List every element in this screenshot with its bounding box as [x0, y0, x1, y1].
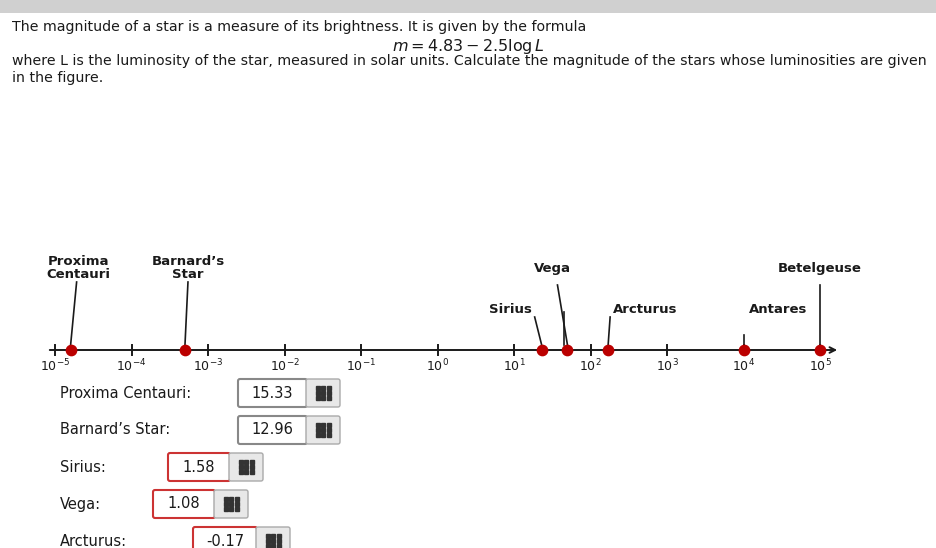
Text: -0.17: -0.17	[206, 534, 244, 548]
Text: where L is the luminosity of the star, measured in solar units. Calculate the ma: where L is the luminosity of the star, m…	[12, 54, 927, 68]
Text: 15.33: 15.33	[252, 385, 293, 401]
FancyBboxPatch shape	[168, 453, 230, 481]
FancyBboxPatch shape	[214, 490, 248, 518]
Text: $10^{-4}$: $10^{-4}$	[116, 358, 147, 375]
FancyBboxPatch shape	[238, 379, 307, 407]
Point	[178, 346, 193, 355]
Text: Proxima Centauri:: Proxima Centauri:	[60, 385, 191, 401]
Text: Antares: Antares	[749, 303, 807, 316]
Text: Betelgeuse: Betelgeuse	[778, 262, 862, 275]
Text: 1.08: 1.08	[168, 496, 200, 511]
FancyBboxPatch shape	[306, 416, 340, 444]
Text: Sirius:: Sirius:	[60, 460, 106, 475]
Text: Barnard’s Star:: Barnard’s Star:	[60, 423, 170, 437]
Text: Star: Star	[172, 268, 204, 281]
Text: Arcturus:: Arcturus:	[60, 534, 127, 548]
Text: $10^{-5}$: $10^{-5}$	[40, 358, 70, 375]
FancyBboxPatch shape	[306, 379, 340, 407]
FancyBboxPatch shape	[193, 527, 257, 548]
Point	[601, 346, 616, 355]
Text: Proxima: Proxima	[48, 255, 110, 268]
Text: $10^{4}$: $10^{4}$	[732, 358, 755, 375]
Text: Barnard’s: Barnard’s	[152, 255, 225, 268]
FancyBboxPatch shape	[153, 490, 215, 518]
Text: $10^{1}$: $10^{1}$	[503, 358, 525, 375]
Text: Arcturus: Arcturus	[613, 303, 678, 316]
Text: in the figure.: in the figure.	[12, 71, 103, 85]
Text: The magnitude of a star is a measure of its brightness. It is given by the formu: The magnitude of a star is a measure of …	[12, 20, 586, 34]
Text: $m = 4.83 - 2.5\log L$: $m = 4.83 - 2.5\log L$	[392, 37, 544, 56]
Text: $10^{5}$: $10^{5}$	[809, 358, 831, 375]
Point	[63, 346, 78, 355]
Point	[534, 346, 549, 355]
Text: $10^{-2}$: $10^{-2}$	[270, 358, 300, 375]
Text: Vega: Vega	[534, 262, 571, 275]
Text: $10^{0}$: $10^{0}$	[426, 358, 449, 375]
Point	[736, 346, 751, 355]
Text: $10^{3}$: $10^{3}$	[655, 358, 679, 375]
Text: Sirius: Sirius	[489, 303, 532, 316]
Point	[812, 346, 827, 355]
Text: Centauri: Centauri	[47, 268, 110, 281]
Text: 12.96: 12.96	[252, 423, 294, 437]
Text: $10^{-1}$: $10^{-1}$	[346, 358, 376, 375]
FancyBboxPatch shape	[238, 416, 307, 444]
Text: $10^{-3}$: $10^{-3}$	[193, 358, 223, 375]
Text: 1.58: 1.58	[183, 460, 215, 475]
FancyBboxPatch shape	[229, 453, 263, 481]
Text: Vega:: Vega:	[60, 496, 101, 511]
FancyBboxPatch shape	[256, 527, 290, 548]
FancyBboxPatch shape	[0, 0, 936, 13]
Text: $10^{2}$: $10^{2}$	[579, 358, 602, 375]
Point	[560, 346, 575, 355]
